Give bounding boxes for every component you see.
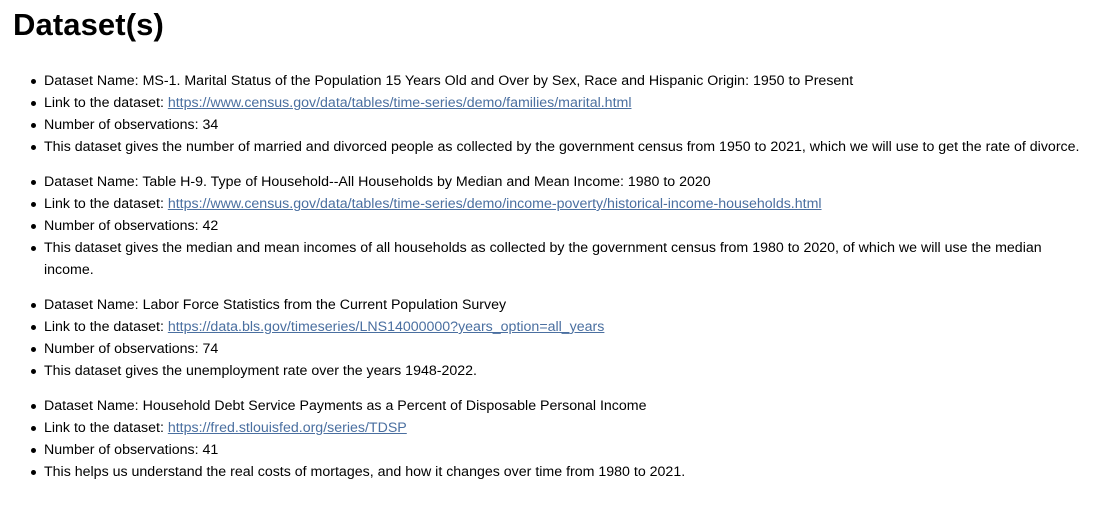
- dataset-description-item: This dataset gives the unemployment rate…: [13, 360, 1094, 382]
- dataset-list: Dataset Name: Labor Force Statistics fro…: [13, 294, 1102, 382]
- dataset-observations-item: Number of observations: 41: [13, 439, 1094, 461]
- dataset-observations-item: Number of observations: 34: [13, 114, 1094, 136]
- dataset-link[interactable]: https://fred.stlouisfed.org/series/TDSP: [167, 420, 407, 436]
- dataset-description: This helps us understand the real costs …: [44, 464, 686, 480]
- dataset-list: Dataset Name: Table H-9. Type of Househo…: [13, 171, 1102, 281]
- dataset-name-value: Household Debt Service Payments as a Per…: [142, 398, 647, 414]
- dataset-link-item: Link to the dataset: https://www.census.…: [13, 92, 1094, 114]
- dataset-name-item: Dataset Name: Household Debt Service Pay…: [13, 395, 1094, 417]
- dataset-description: This dataset gives the number of married…: [44, 139, 1080, 155]
- dataset-name-label: Dataset Name:: [44, 297, 143, 313]
- dataset-link-label: Link to the dataset:: [44, 319, 168, 335]
- dataset-link-label: Link to the dataset:: [44, 95, 168, 111]
- dataset-observations-value: 41: [202, 442, 219, 458]
- dataset-observations-label: Number of observations:: [44, 218, 203, 234]
- dataset-link[interactable]: https://www.census.gov/data/tables/time-…: [167, 196, 822, 212]
- dataset-observations-value: 42: [202, 218, 219, 234]
- dataset-name-value: Table H-9. Type of Household--All Househ…: [142, 174, 711, 190]
- dataset-link-item: Link to the dataset: https://data.bls.go…: [13, 316, 1094, 338]
- dataset-observations-label: Number of observations:: [44, 341, 203, 357]
- dataset-name-item: Dataset Name: Labor Force Statistics fro…: [13, 294, 1094, 316]
- dataset-observations-label: Number of observations:: [44, 442, 203, 458]
- dataset-link-label: Link to the dataset:: [44, 196, 168, 212]
- dataset-name-value: MS-1. Marital Status of the Population 1…: [142, 73, 854, 89]
- dataset-link-label: Link to the dataset:: [44, 420, 168, 436]
- dataset-observations-item: Number of observations: 74: [13, 338, 1094, 360]
- dataset-observations-label: Number of observations:: [44, 117, 203, 133]
- dataset-link[interactable]: https://data.bls.gov/timeseries/LNS14000…: [167, 319, 605, 335]
- dataset-description: This dataset gives the median and mean i…: [44, 240, 1042, 278]
- dataset-description-item: This dataset gives the number of married…: [13, 136, 1094, 158]
- dataset-name-value: Labor Force Statistics from the Current …: [142, 297, 507, 313]
- dataset-observations-value: 74: [202, 341, 219, 357]
- dataset-name-item: Dataset Name: Table H-9. Type of Househo…: [13, 171, 1094, 193]
- dataset-name-label: Dataset Name:: [44, 398, 143, 414]
- dataset-list: Dataset Name: Household Debt Service Pay…: [13, 395, 1102, 483]
- page-title: Dataset(s): [13, 7, 164, 42]
- dataset-name-label: Dataset Name:: [44, 73, 143, 89]
- dataset-name-label: Dataset Name:: [44, 174, 143, 190]
- dataset-description: This dataset gives the unemployment rate…: [44, 363, 477, 379]
- dataset-description-item: This helps us understand the real costs …: [13, 461, 1094, 483]
- dataset-observations-item: Number of observations: 42: [13, 215, 1094, 237]
- dataset-name-item: Dataset Name: MS-1. Marital Status of th…: [13, 70, 1094, 92]
- dataset-list: Dataset Name: MS-1. Marital Status of th…: [13, 70, 1102, 158]
- dataset-link-item: Link to the dataset: https://fred.stloui…: [13, 417, 1094, 439]
- dataset-link[interactable]: https://www.census.gov/data/tables/time-…: [167, 95, 632, 111]
- dataset-description-item: This dataset gives the median and mean i…: [13, 237, 1094, 281]
- dataset-observations-value: 34: [202, 117, 219, 133]
- dataset-link-item: Link to the dataset: https://www.census.…: [13, 193, 1094, 215]
